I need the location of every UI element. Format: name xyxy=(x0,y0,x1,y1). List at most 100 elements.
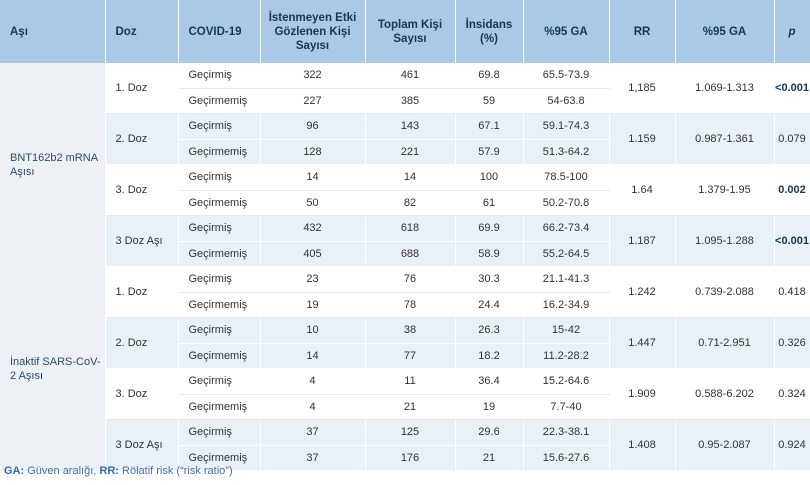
rr-ci-cell: 1.069-1.313 xyxy=(675,63,775,114)
dose-cell: 3 Doz Aşı xyxy=(105,215,179,267)
incidence-cell: 21 xyxy=(455,445,524,471)
incidence-cell: 24.4 xyxy=(455,292,524,318)
footnote-ga-abbr: GA: xyxy=(4,465,25,477)
rr-cell: 1.187 xyxy=(609,215,676,267)
total-count-cell: 125 xyxy=(365,419,456,446)
table-row: Geçirmemiş 128 221 57.9 51.3-64.2 xyxy=(0,139,810,165)
rr-cell: 1,185 xyxy=(609,63,676,114)
header-cell: İnsidans (%) xyxy=(455,0,524,63)
ci-cell: 16.2-34.9 xyxy=(523,292,610,318)
table-row: 2. Doz Geçirmiş 10 38 26.3 15-42 1.447 0.71-2.9… xyxy=(0,317,810,369)
incidence-cell: 26.3 xyxy=(455,317,524,344)
table-body: BNT162b2 mRNA Aşısı 1. Doz Geçirmiş 322 461 6… xyxy=(0,63,810,471)
total-count-cell: 461 xyxy=(365,63,456,89)
incidence-cell: 19 xyxy=(455,394,524,420)
header-cell: COVID-19 xyxy=(178,0,261,63)
total-count-cell: 688 xyxy=(365,241,456,267)
adverse-count-cell: 14 xyxy=(260,164,366,191)
footnote-ga-text: Güven aralığı, xyxy=(24,465,100,477)
dose-cell: 3. Doz xyxy=(105,164,179,216)
total-count-cell: 21 xyxy=(365,394,456,420)
table-row: Geçirmemiş 227 385 59 54-63.8 xyxy=(0,88,810,114)
header-cell: İstenmeyen Etki Gözlenen Kişi Sayısı xyxy=(260,0,366,63)
footnote: GA: Güven aralığı, RR: Rölatif risk (“ri… xyxy=(4,465,233,477)
header-cell: Toplam Kişi Sayısı xyxy=(365,0,456,63)
results-table: Aşı Doz COVID-19 İstenmeyen Etki Gözlene… xyxy=(0,0,810,471)
ci-cell: 15.6-27.6 xyxy=(523,445,610,471)
p-value-cell: <0.001 xyxy=(774,215,810,267)
dose-cell: 2. Doz xyxy=(105,113,179,165)
dose-cell: 3 Doz Aşı xyxy=(105,419,179,471)
incidence-cell: 29.6 xyxy=(455,419,524,446)
adverse-count-cell: 50 xyxy=(260,190,366,216)
ci-cell: 54-63.8 xyxy=(523,88,610,114)
table-row: Geçirmemiş 50 82 61 50.2-70.8 xyxy=(0,190,810,216)
rr-cell: 1.447 xyxy=(609,317,676,369)
ci-cell: 15.2-64.6 xyxy=(523,368,610,395)
ci-cell: 51.3-64.2 xyxy=(523,139,610,165)
table-row: Geçirmemiş 405 688 58.9 55.2-64.5 xyxy=(0,241,810,267)
adverse-count-cell: 14 xyxy=(260,343,366,369)
ci-cell: 11.2-28.2 xyxy=(523,343,610,369)
adverse-count-cell: 96 xyxy=(260,113,366,140)
total-count-cell: 11 xyxy=(365,368,456,395)
covid-status-cell: Geçirmemiş xyxy=(178,292,261,318)
table-row: Geçirmemiş 4 21 19 7.7-40 xyxy=(0,394,810,420)
rr-cell: 1.64 xyxy=(609,164,676,216)
rr-ci-cell: 1.379-1.95 xyxy=(675,164,775,216)
footnote-rr-abbr: RR: xyxy=(99,465,119,477)
footnote-rr-text: Rölatif risk (“risk ratio”) xyxy=(118,465,233,477)
table-row: BNT162b2 mRNA Aşısı 1. Doz Geçirmiş 322 461 6… xyxy=(0,63,810,267)
vaccine-cell: İnaktif SARS-CoV-2 Aşısı xyxy=(0,266,106,471)
adverse-count-cell: 19 xyxy=(260,292,366,318)
total-count-cell: 221 xyxy=(365,139,456,165)
total-count-cell: 38 xyxy=(365,317,456,344)
rr-ci-cell: 0.987-1.361 xyxy=(675,113,775,165)
header-cell: Doz xyxy=(105,0,179,63)
table-row: 3 Doz Aşı Geçirmiş 432 618 69.9 66.2-73.4 1.18… xyxy=(0,215,810,267)
covid-status-cell: Geçirmiş xyxy=(178,317,261,344)
p-value-cell: 0.924 xyxy=(774,419,810,471)
incidence-cell: 18.2 xyxy=(455,343,524,369)
dose-cell: 1. Doz xyxy=(105,63,179,114)
total-count-cell: 77 xyxy=(365,343,456,369)
adverse-count-cell: 128 xyxy=(260,139,366,165)
header-cell: RR xyxy=(609,0,676,63)
covid-status-cell: Geçirmiş xyxy=(178,368,261,395)
incidence-cell: 69.9 xyxy=(455,215,524,242)
adverse-count-cell: 322 xyxy=(260,63,366,89)
header-cell: %95 GA xyxy=(675,0,775,63)
covid-status-cell: Geçirmiş xyxy=(178,215,261,242)
ci-cell: 65.5-73.9 xyxy=(523,63,610,89)
dose-cell: 2. Doz xyxy=(105,317,179,369)
ci-cell: 66.2-73.4 xyxy=(523,215,610,242)
covid-status-cell: Geçirmiş xyxy=(178,419,261,446)
rr-ci-cell: 1.095-1.288 xyxy=(675,215,775,267)
p-value-cell: 0.324 xyxy=(774,368,810,420)
p-value-cell: <0.001 xyxy=(774,63,810,114)
table-row: 2. Doz Geçirmiş 96 143 67.1 59.1-74.3 1.159 0.9… xyxy=(0,113,810,165)
ci-cell: 15-42 xyxy=(523,317,610,344)
table-row: Geçirmemiş 14 77 18.2 11.2-28.2 xyxy=(0,343,810,369)
total-count-cell: 82 xyxy=(365,190,456,216)
covid-status-cell: Geçirmemiş xyxy=(178,394,261,420)
adverse-count-cell: 4 xyxy=(260,368,366,395)
rr-cell: 1.159 xyxy=(609,113,676,165)
ci-cell: 78.5-100 xyxy=(523,164,610,191)
ci-cell: 21.1-41.3 xyxy=(523,266,610,293)
adverse-count-cell: 37 xyxy=(260,445,366,471)
table-row: İnaktif SARS-CoV-2 Aşısı 1. Doz Geçirmiş 23… xyxy=(0,266,810,471)
adverse-count-cell: 23 xyxy=(260,266,366,293)
rr-ci-cell: 0.71-2.951 xyxy=(675,317,775,369)
covid-status-cell: Geçirmemiş xyxy=(178,343,261,369)
header-cell: p xyxy=(774,0,810,63)
table-row: Geçirmemiş 19 78 24.4 16.2-34.9 xyxy=(0,292,810,318)
table-row: 3. Doz Geçirmiş 4 11 36.4 15.2-64.6 1.909 0.588… xyxy=(0,368,810,420)
covid-status-cell: Geçirmiş xyxy=(178,113,261,140)
adverse-count-cell: 10 xyxy=(260,317,366,344)
ci-cell: 55.2-64.5 xyxy=(523,241,610,267)
rr-ci-cell: 0.95-2.087 xyxy=(675,419,775,471)
covid-status-cell: Geçirmemiş xyxy=(178,445,261,471)
p-value-cell: 0.326 xyxy=(774,317,810,369)
adverse-count-cell: 37 xyxy=(260,419,366,446)
